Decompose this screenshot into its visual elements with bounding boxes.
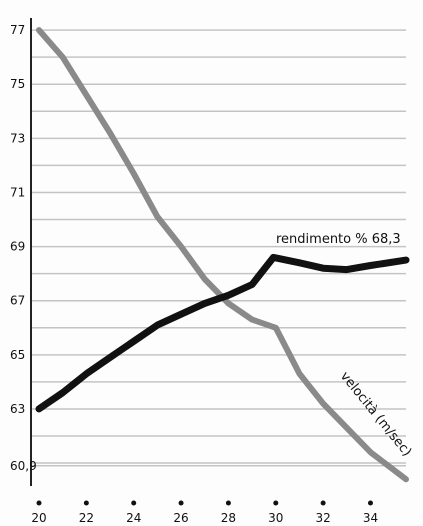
velocita-series-line: [36, 27, 409, 483]
x-tick-dot: [178, 500, 184, 506]
y-tick-label: 69: [10, 240, 25, 254]
x-tick-label: 24: [126, 511, 141, 525]
y-tick-label: 75: [10, 77, 25, 91]
x-tick-label: 22: [79, 511, 94, 525]
x-tick-label: 34: [363, 511, 378, 525]
rendimento-annotation: rendimento % 68,3: [276, 232, 401, 247]
y-tick-label: 65: [10, 348, 25, 362]
y-tick-label: 71: [10, 185, 25, 199]
series-lines: [35, 27, 410, 483]
y-tick-label: 67: [10, 294, 25, 308]
x-tick-dot: [225, 500, 231, 506]
y-tick-label: 60,9: [10, 459, 37, 473]
rendimento-series-line: [35, 253, 410, 413]
x-tick-dot: [273, 500, 279, 506]
x-tick-label: 30: [268, 511, 283, 525]
y-axis-ticks: 77 75 73 71 69 67 65 63 60,9: [10, 23, 37, 473]
x-tick-label: 20: [31, 511, 46, 525]
x-tick-dot: [36, 500, 42, 506]
y-tick-label: 63: [10, 402, 25, 416]
x-tick-dot: [83, 500, 89, 506]
y-tick-label: 77: [10, 23, 25, 37]
y-tick-label: 73: [10, 131, 25, 145]
velocita-annotation: velocità (m/sec): [337, 369, 414, 460]
x-tick-label: 32: [315, 511, 330, 525]
x-tick-dot: [320, 500, 326, 506]
grid-lines: [30, 18, 406, 486]
x-tick-dot: [131, 500, 137, 506]
x-tick-label: 26: [173, 511, 188, 525]
x-tick-label: 28: [221, 511, 236, 525]
x-tick-dot: [367, 500, 373, 506]
x-axis-ticks: 20 22 24 26 28 30 32 34: [31, 500, 378, 525]
